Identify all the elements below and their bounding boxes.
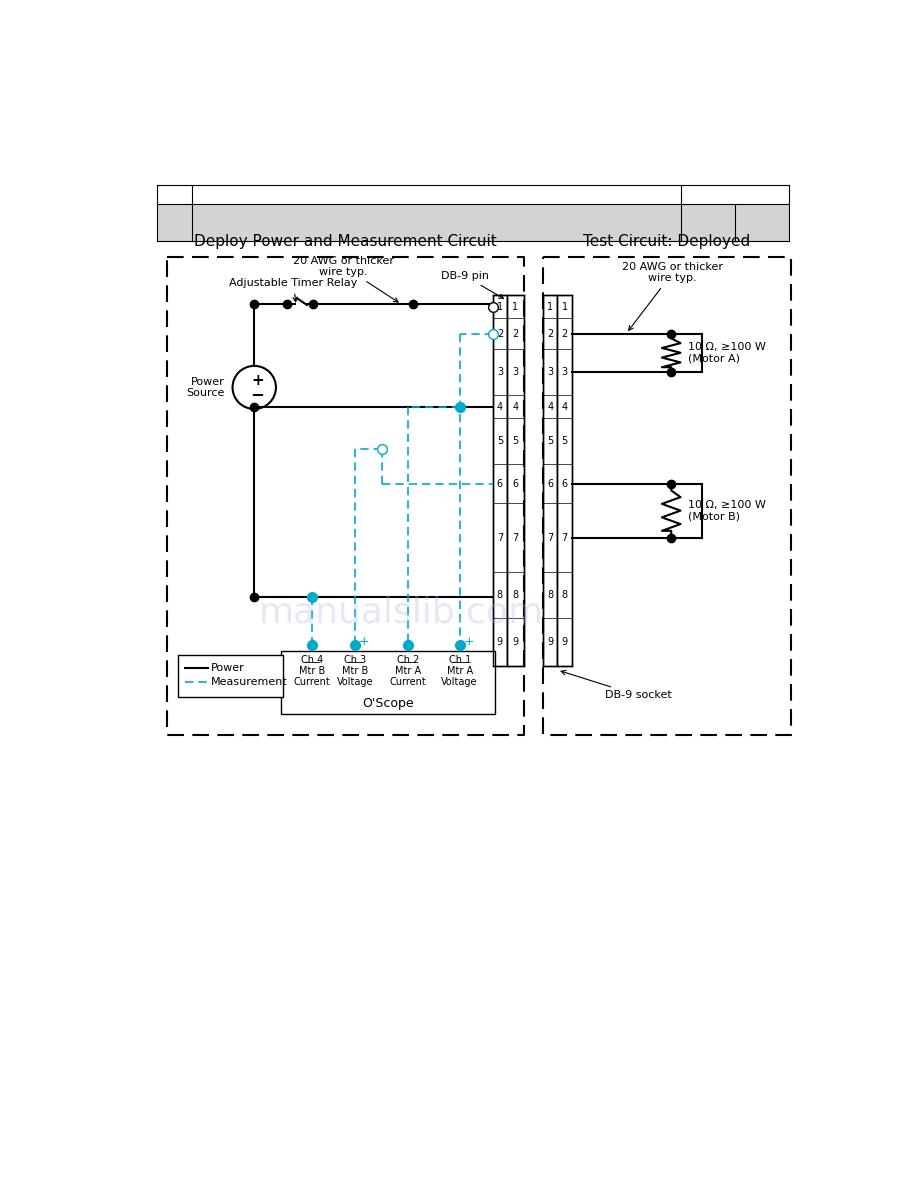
Text: 1: 1 bbox=[497, 302, 503, 311]
Text: O'Scope: O'Scope bbox=[362, 697, 414, 710]
Text: 9: 9 bbox=[512, 637, 519, 647]
Text: 2: 2 bbox=[497, 329, 503, 339]
Text: 1: 1 bbox=[547, 302, 554, 311]
Text: 7: 7 bbox=[497, 532, 503, 543]
Text: 20 AWG or thicker
wire typ.: 20 AWG or thicker wire typ. bbox=[293, 255, 398, 302]
Bar bbox=[157, 185, 789, 204]
Text: 5: 5 bbox=[562, 436, 567, 447]
Text: Current: Current bbox=[294, 676, 330, 687]
Text: Mtr A: Mtr A bbox=[446, 665, 473, 676]
Text: 3: 3 bbox=[497, 367, 503, 377]
Text: 8: 8 bbox=[547, 590, 554, 600]
Bar bbox=[507, 295, 524, 666]
Text: 4: 4 bbox=[562, 402, 567, 412]
Bar bbox=[178, 655, 283, 697]
Text: +: + bbox=[251, 373, 263, 388]
Text: 2: 2 bbox=[547, 329, 554, 339]
Text: 6: 6 bbox=[497, 479, 503, 488]
Text: Ch 1: Ch 1 bbox=[449, 655, 471, 665]
Bar bbox=[543, 295, 557, 666]
Text: 10 Ω, ≥100 W
(Motor A): 10 Ω, ≥100 W (Motor A) bbox=[688, 342, 767, 364]
Text: 20 AWG or thicker
wire typ.: 20 AWG or thicker wire typ. bbox=[622, 261, 723, 330]
Text: DB-9 pin: DB-9 pin bbox=[441, 271, 503, 298]
Bar bbox=[493, 295, 507, 666]
Text: Measurement: Measurement bbox=[211, 677, 287, 688]
Text: 9: 9 bbox=[497, 637, 503, 647]
Text: DB-9 socket: DB-9 socket bbox=[561, 670, 671, 701]
Text: Mtr B: Mtr B bbox=[341, 665, 368, 676]
Text: Ch 3: Ch 3 bbox=[344, 655, 366, 665]
Bar bbox=[282, 651, 495, 714]
Text: Mtr B: Mtr B bbox=[299, 665, 326, 676]
Text: 6: 6 bbox=[512, 479, 519, 488]
Text: Mtr A: Mtr A bbox=[395, 665, 420, 676]
Text: 6: 6 bbox=[562, 479, 567, 488]
Text: 2: 2 bbox=[562, 329, 567, 339]
Text: Adjustable Timer Relay: Adjustable Timer Relay bbox=[230, 278, 358, 302]
Text: 9: 9 bbox=[547, 637, 554, 647]
Text: Power: Power bbox=[211, 663, 244, 674]
Text: −: − bbox=[251, 385, 264, 404]
Text: 4: 4 bbox=[547, 402, 554, 412]
Text: 6: 6 bbox=[547, 479, 554, 488]
Text: 1: 1 bbox=[562, 302, 567, 311]
Text: 2: 2 bbox=[512, 329, 519, 339]
Text: 10 Ω, ≥100 W
(Motor B): 10 Ω, ≥100 W (Motor B) bbox=[688, 500, 767, 522]
Text: 4: 4 bbox=[512, 402, 519, 412]
Text: 7: 7 bbox=[562, 532, 567, 543]
Text: 8: 8 bbox=[497, 590, 503, 600]
Text: Ch 2: Ch 2 bbox=[397, 655, 419, 665]
Text: Current: Current bbox=[389, 676, 426, 687]
Text: Voltage: Voltage bbox=[442, 676, 478, 687]
Text: +: + bbox=[359, 636, 370, 647]
Bar bbox=[157, 185, 789, 241]
Text: 1: 1 bbox=[512, 302, 519, 311]
Bar bbox=[557, 295, 572, 666]
Text: Test Circuit: Deployed: Test Circuit: Deployed bbox=[583, 234, 751, 248]
Text: Ch 4: Ch 4 bbox=[301, 655, 323, 665]
Text: 7: 7 bbox=[512, 532, 519, 543]
Text: Power
Source: Power Source bbox=[186, 377, 225, 398]
Text: 3: 3 bbox=[547, 367, 554, 377]
Text: 8: 8 bbox=[512, 590, 519, 600]
Text: Deploy Power and Measurement Circuit: Deploy Power and Measurement Circuit bbox=[195, 234, 497, 248]
Text: 5: 5 bbox=[497, 436, 503, 447]
Text: 5: 5 bbox=[512, 436, 519, 447]
Text: manualslib.com: manualslib.com bbox=[259, 595, 544, 630]
Text: 3: 3 bbox=[512, 367, 519, 377]
Text: 7: 7 bbox=[547, 532, 554, 543]
Text: 9: 9 bbox=[562, 637, 567, 647]
Text: 3: 3 bbox=[562, 367, 567, 377]
Text: 8: 8 bbox=[562, 590, 567, 600]
Text: +: + bbox=[464, 636, 475, 647]
Text: 5: 5 bbox=[547, 436, 554, 447]
Text: Voltage: Voltage bbox=[337, 676, 374, 687]
Text: 4: 4 bbox=[497, 402, 503, 412]
